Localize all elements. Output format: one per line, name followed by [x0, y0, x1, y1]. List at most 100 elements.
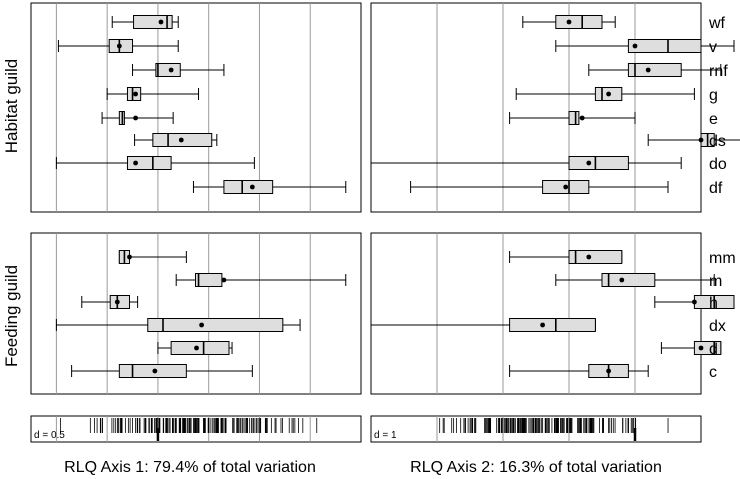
- boxplot-c: [509, 364, 649, 378]
- boxplot-ds: [134, 133, 218, 147]
- mean-point: [152, 368, 158, 374]
- category-label-do: do: [709, 156, 727, 173]
- grid-scale-label: d = 0.5: [34, 430, 65, 441]
- mean-point: [194, 345, 199, 351]
- mean-point: [114, 299, 120, 305]
- mean-point: [158, 19, 164, 25]
- iqr-box: [568, 156, 629, 170]
- mean-point: [692, 299, 697, 305]
- boxplot-e: [101, 111, 174, 125]
- category-label-df: df: [709, 180, 723, 197]
- boxplot-dx: [55, 318, 301, 332]
- panel-frame: [30, 2, 362, 213]
- boxplot-v: [555, 39, 735, 53]
- labels-layer: Habitat guild Feeding guild RLQ Axis 1: …: [2, 59, 662, 476]
- mean-point: [645, 67, 651, 73]
- panel-frame: [370, 2, 702, 213]
- iqr-box: [568, 250, 623, 264]
- mean-point: [133, 160, 138, 166]
- boxplot-g: [515, 87, 695, 101]
- mean-point: [579, 115, 585, 121]
- boxplot-d: [157, 341, 233, 355]
- boxplot-h: [654, 295, 735, 309]
- mean-point: [178, 137, 184, 143]
- boxplot-df: [192, 180, 347, 194]
- boxplot-d: [660, 341, 722, 355]
- grid-scale-label: d = 1: [374, 430, 397, 441]
- iqr-box: [509, 318, 596, 332]
- category-label-v: v: [709, 39, 717, 56]
- category-label-m: m: [709, 273, 722, 290]
- boxplot-do: [55, 156, 255, 170]
- mean-point: [586, 254, 592, 260]
- boxplot-h: [81, 295, 139, 309]
- category-label-mm: mm: [709, 250, 736, 267]
- boxplot-v: [57, 39, 179, 53]
- boxplot-mm: [509, 250, 623, 264]
- mean-point: [606, 368, 611, 374]
- mean-point: [619, 277, 625, 283]
- category-label-rnf: rnf: [709, 63, 728, 80]
- iqr-box: [223, 180, 274, 194]
- category-label-wf: wf: [708, 15, 726, 32]
- iqr-box: [568, 111, 580, 125]
- panel-habitat-axis2: wf v rnf ge ds do df: [370, 2, 740, 213]
- category-label-dx: dx: [709, 318, 726, 335]
- boxplot-m: [175, 273, 347, 287]
- boxplot-g: [106, 87, 200, 101]
- mean-point: [116, 43, 122, 49]
- panel-feeding-axis1: [30, 232, 362, 395]
- iqr-box: [155, 63, 181, 77]
- category-label-c: c: [709, 364, 717, 381]
- axis2-label: RLQ Axis 2: 16.3% of total variation: [410, 459, 662, 476]
- iqr-box: [147, 318, 284, 332]
- mean-point: [563, 184, 569, 190]
- mean-point: [133, 115, 138, 121]
- panel-frame: [370, 232, 702, 395]
- boxplot-mm: [118, 250, 187, 264]
- panel-habitat-axis1: [30, 2, 362, 213]
- habitat-guild-label: Habitat guild: [2, 59, 21, 154]
- boxplot-dx: [370, 318, 596, 332]
- mean-point: [698, 345, 704, 351]
- boxplot-wf: [111, 15, 179, 29]
- category-label-e: e: [709, 111, 718, 128]
- category-label-ds: ds: [709, 133, 726, 150]
- mean-point: [698, 137, 704, 143]
- mean-point: [133, 91, 138, 97]
- mean-point: [127, 254, 132, 260]
- boxplot-do: [370, 156, 682, 170]
- mean-point: [606, 91, 611, 97]
- rug-strip-1: d = 0.5: [30, 415, 362, 443]
- iqr-box: [627, 39, 702, 53]
- iqr-box: [109, 295, 130, 309]
- iqr-box: [627, 63, 682, 77]
- mean-point: [632, 43, 638, 49]
- iqr-box: [126, 156, 172, 170]
- category-label-g: g: [709, 87, 718, 104]
- feeding-guild-label: Feeding guild: [2, 265, 21, 367]
- mean-point: [540, 322, 545, 328]
- mean-point: [221, 277, 227, 283]
- boxplot-m: [555, 273, 715, 287]
- boxplot-rnf: [588, 63, 722, 77]
- panel-frame: [30, 232, 362, 395]
- iqr-box: [555, 15, 603, 29]
- boxplot-ds: [647, 133, 740, 147]
- boxplot-df: [410, 180, 669, 194]
- boxplot-e: [509, 111, 636, 125]
- mean-point: [566, 19, 572, 25]
- boxplot-c: [71, 364, 253, 378]
- mean-point: [249, 184, 255, 190]
- mean-point: [168, 67, 174, 73]
- mean-point: [199, 322, 204, 328]
- boxplot-rnf: [132, 63, 225, 77]
- iqr-box: [601, 273, 656, 287]
- category-label-d: d: [709, 341, 718, 358]
- rug-strip-2: d = 1: [370, 415, 702, 443]
- boxplot-wf: [522, 15, 616, 29]
- iqr-box: [194, 273, 223, 287]
